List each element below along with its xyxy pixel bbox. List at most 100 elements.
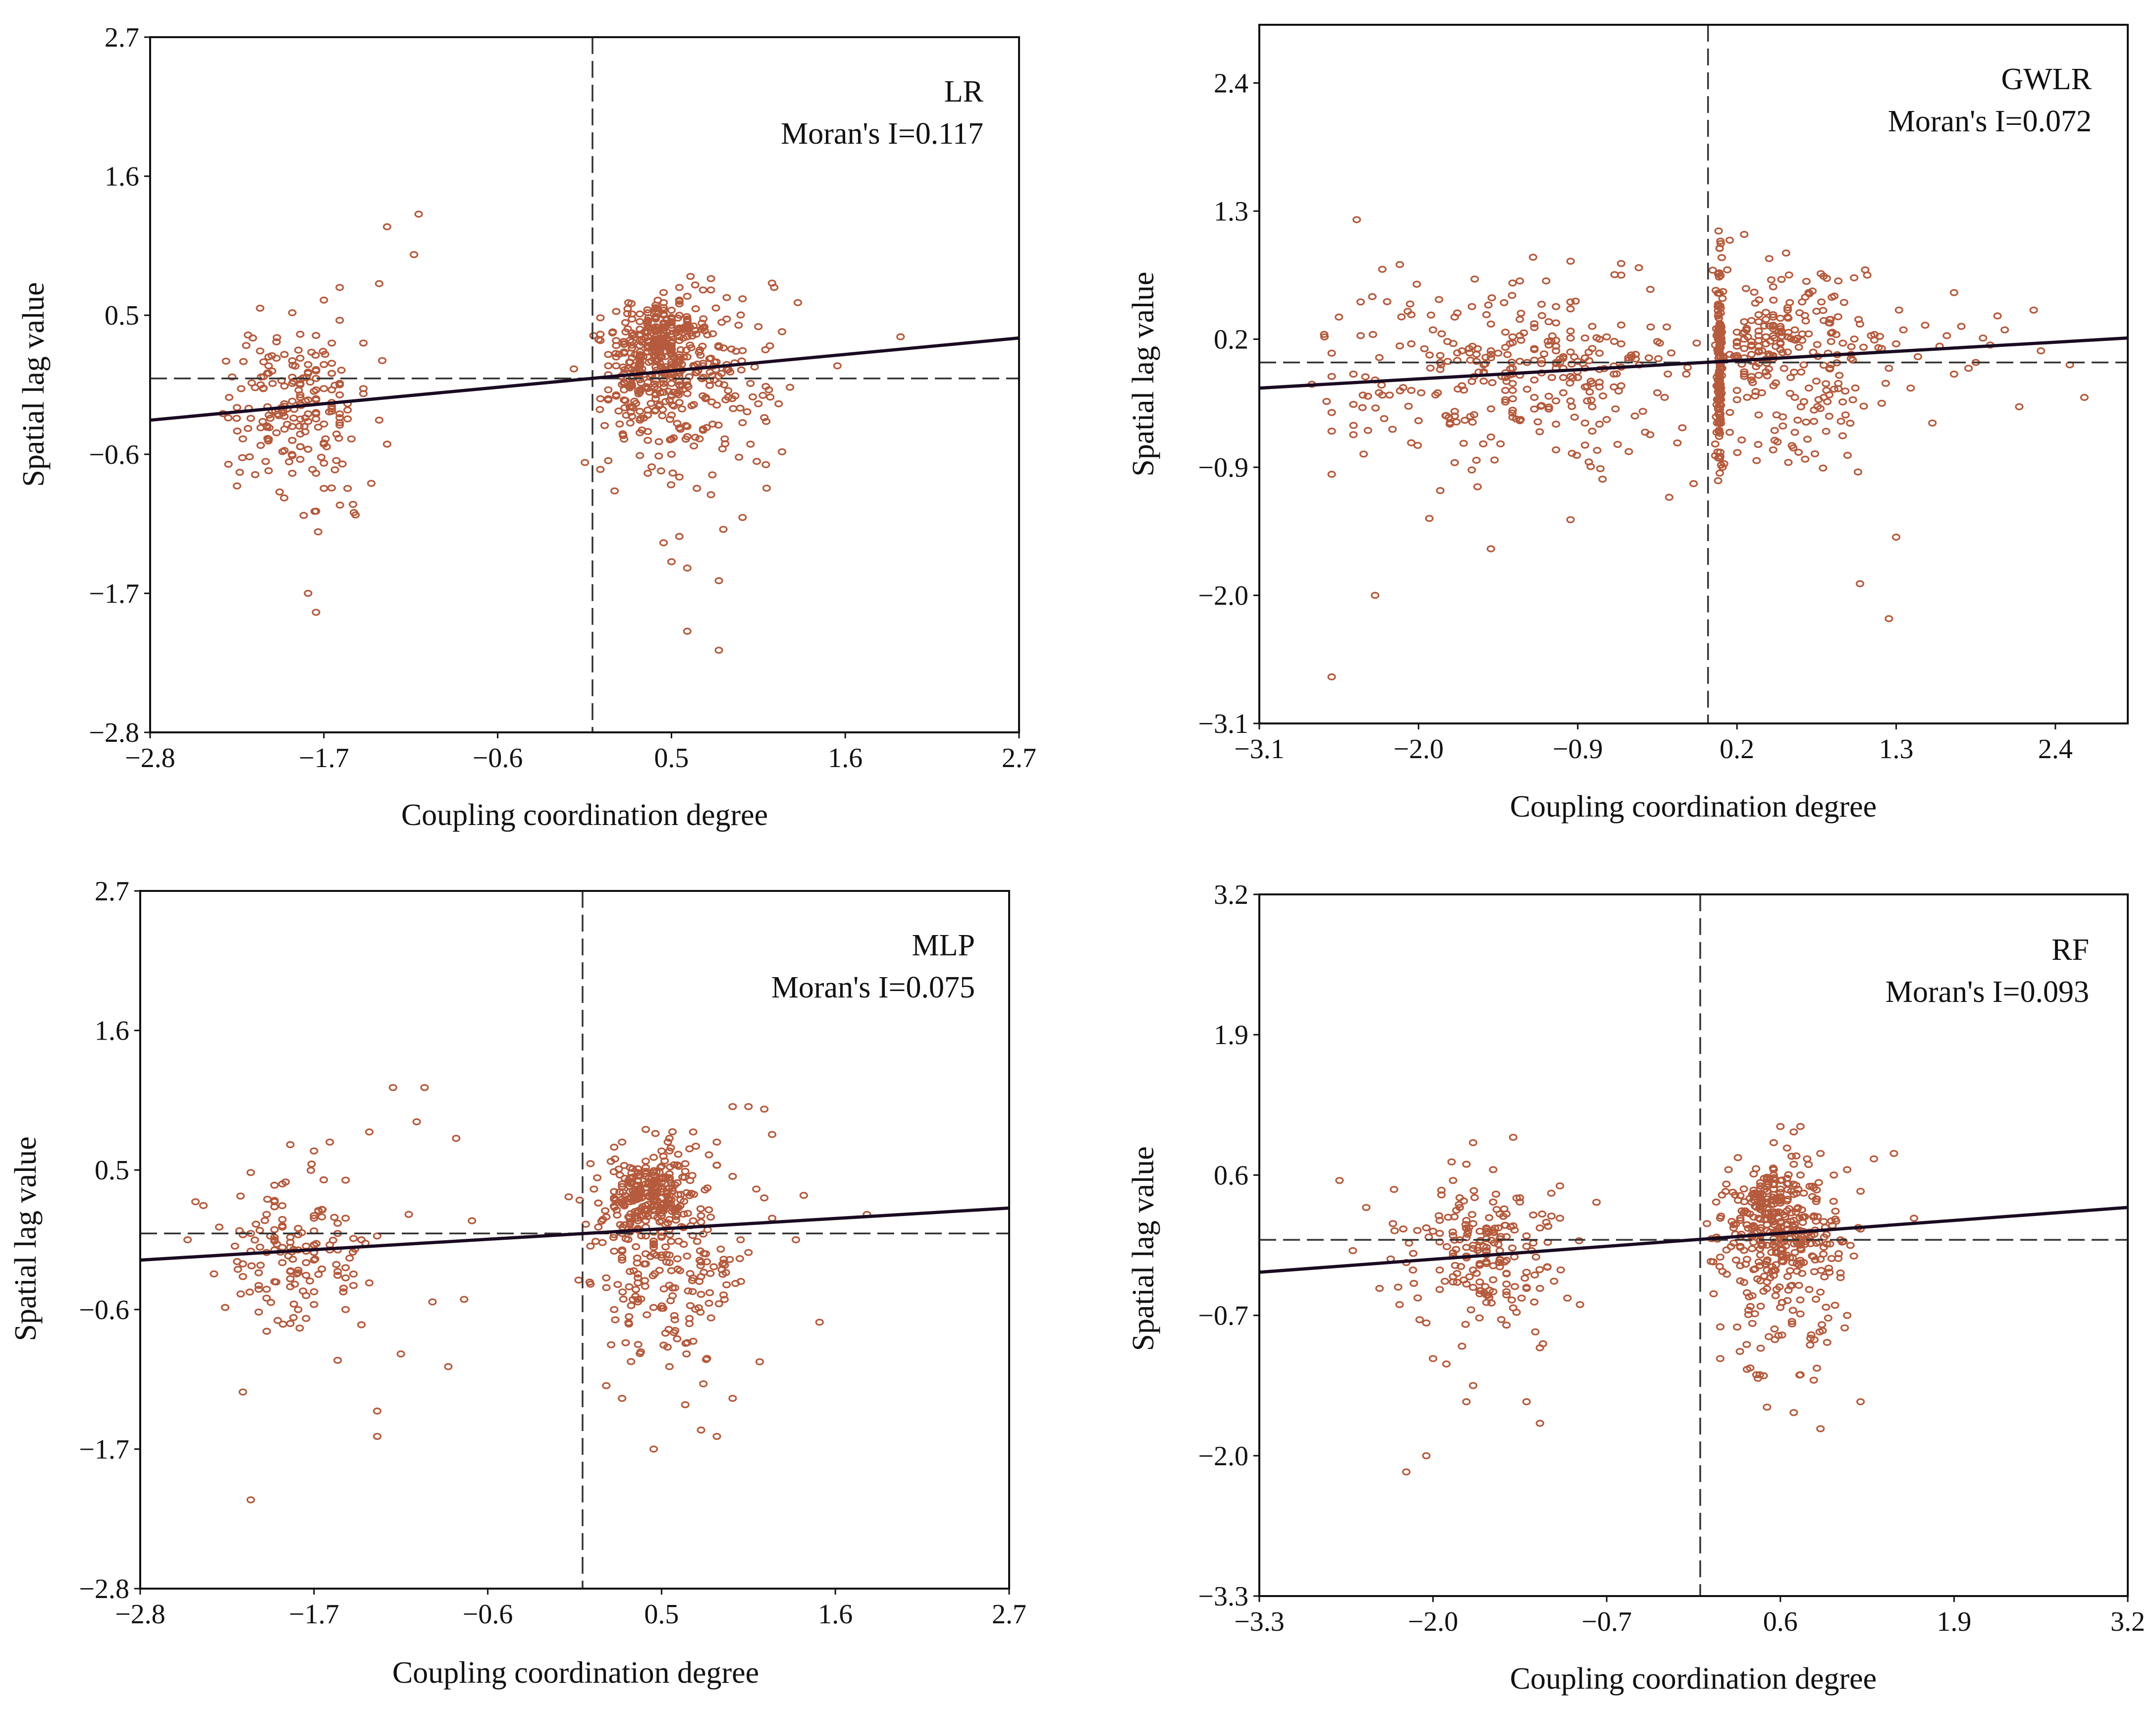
lr-data-point bbox=[224, 460, 233, 468]
rf-data-point bbox=[1441, 1277, 1450, 1285]
rf-data-point bbox=[1563, 1294, 1572, 1302]
mlp-x-tick-label: −2.8 bbox=[115, 1599, 165, 1630]
lr-data-point bbox=[754, 400, 763, 407]
mlp-data-point bbox=[302, 1315, 311, 1322]
mlp-data-point bbox=[728, 1172, 737, 1180]
mlp-model-label: MLP bbox=[912, 929, 975, 962]
rf-data-point bbox=[1422, 1224, 1431, 1231]
gwlr-data-point bbox=[1610, 271, 1619, 278]
rf-data-point bbox=[1497, 1316, 1506, 1324]
gwlr-data-point bbox=[1802, 277, 1811, 285]
rf-data-point bbox=[1789, 1160, 1798, 1168]
lr-data-point bbox=[621, 319, 630, 327]
mlp-data-point bbox=[636, 1172, 645, 1179]
lr-data-point bbox=[737, 366, 746, 374]
mlp-data-point bbox=[674, 1162, 683, 1170]
lr-data-point bbox=[699, 286, 707, 294]
rf-x-tick-label: 0.6 bbox=[1763, 1606, 1798, 1637]
mlp-data-point bbox=[365, 1279, 374, 1287]
lr-data-point bbox=[322, 443, 331, 450]
lr-data-point bbox=[264, 362, 273, 370]
gwlr-fit-line bbox=[1259, 336, 2128, 390]
gwlr-data-point bbox=[1655, 339, 1664, 347]
mlp-data-point bbox=[673, 1255, 682, 1263]
gwlr-data-point bbox=[1740, 318, 1749, 326]
mlp-data-point bbox=[641, 1164, 650, 1171]
rf-x-axis: −3.3 −2.0 −0.7 0.6 1.9 3.2 bbox=[1234, 1596, 2145, 1637]
gwlr-data-point bbox=[1797, 368, 1806, 376]
lr-data-point bbox=[224, 414, 233, 422]
rf-data-point bbox=[1490, 1224, 1500, 1232]
gwlr-data-point bbox=[1380, 415, 1389, 422]
lr-data-point bbox=[628, 310, 637, 318]
mlp-data-point bbox=[254, 1282, 263, 1289]
gwlr-data-point bbox=[1715, 289, 1724, 297]
rf-data-point bbox=[1810, 1336, 1819, 1343]
rf-data-point bbox=[1753, 1375, 1763, 1382]
rf-data-point bbox=[1712, 1198, 1721, 1206]
rf-data-point bbox=[1755, 1371, 1764, 1379]
mlp-data-point bbox=[722, 1281, 731, 1288]
mlp-data-point bbox=[586, 1242, 595, 1250]
gwlr-data-point bbox=[1570, 413, 1579, 421]
mlp-data-point bbox=[719, 1291, 728, 1299]
lr-data-point bbox=[638, 338, 647, 346]
mlp-data-point bbox=[238, 1273, 247, 1280]
gwlr-data-point bbox=[1754, 372, 1763, 379]
rf-data-point bbox=[1796, 1123, 1805, 1130]
lr-x-axis-title: Coupling coordination degree bbox=[401, 798, 768, 832]
rf-data-point bbox=[1530, 1271, 1539, 1279]
rf-fit-line bbox=[1259, 1206, 2128, 1274]
lr-data-point bbox=[294, 346, 303, 354]
mlp-data-point bbox=[373, 1407, 382, 1415]
rf-data-point bbox=[1812, 1186, 1821, 1194]
mlp-data-point bbox=[602, 1274, 611, 1281]
lr-data-point bbox=[335, 419, 344, 427]
gwlr-data-point bbox=[1543, 337, 1553, 345]
lr-data-point bbox=[604, 457, 613, 464]
mlp-data-point bbox=[428, 1298, 437, 1306]
lr-data-point bbox=[666, 481, 676, 489]
lr-data-point bbox=[896, 333, 905, 340]
lr-data-point bbox=[275, 488, 284, 496]
gwlr-data-point bbox=[1486, 347, 1496, 355]
gwlr-data-point bbox=[1790, 429, 1799, 436]
mlp-data-point bbox=[617, 1200, 627, 1207]
lr-data-point bbox=[245, 453, 254, 461]
gwlr-data-point bbox=[1717, 254, 1726, 262]
mlp-data-point bbox=[610, 1247, 619, 1255]
mlp-data-point bbox=[230, 1242, 239, 1250]
gwlr-data-point bbox=[1859, 343, 1868, 351]
mlp-data-point bbox=[709, 1263, 718, 1270]
rf-data-point bbox=[1716, 1253, 1725, 1261]
lr-data-point bbox=[622, 411, 631, 419]
mlp-data-point bbox=[647, 1191, 655, 1198]
gwlr-data-point bbox=[1758, 347, 1767, 354]
gwlr-data-point bbox=[1767, 276, 1776, 283]
mlp-x-axis-title: Coupling coordination degree bbox=[392, 1656, 759, 1690]
gwlr-data-point bbox=[1508, 291, 1516, 299]
rf-y-tick-label: −3.3 bbox=[1198, 1581, 1248, 1612]
gwlr-data-point bbox=[1781, 249, 1790, 257]
mlp-data-point bbox=[665, 1185, 674, 1192]
gwlr-data-point bbox=[1760, 322, 1769, 330]
gwlr-data-point bbox=[1891, 533, 1901, 541]
gwlr-data-point bbox=[1371, 592, 1380, 599]
mlp-data-point bbox=[634, 1341, 643, 1348]
rf-data-point bbox=[1466, 1306, 1475, 1314]
gwlr-data-point bbox=[1715, 469, 1724, 477]
gwlr-data-point bbox=[1375, 389, 1384, 396]
mlp-data-point bbox=[602, 1284, 611, 1291]
gwlr-data-point bbox=[1762, 316, 1771, 323]
rf-data-point bbox=[1820, 1273, 1829, 1280]
rf-data-point bbox=[1748, 1245, 1757, 1253]
rf-data-point bbox=[1771, 1336, 1779, 1343]
mlp-data-point bbox=[728, 1394, 737, 1402]
rf-data-point bbox=[1812, 1295, 1821, 1303]
rf-data-point bbox=[1709, 1290, 1718, 1298]
gwlr-data-point bbox=[1813, 403, 1822, 410]
lr-data-point bbox=[664, 387, 673, 395]
lr-data-point bbox=[321, 350, 329, 358]
gwlr-data-point bbox=[1832, 331, 1841, 338]
mlp-data-point bbox=[665, 1135, 674, 1142]
